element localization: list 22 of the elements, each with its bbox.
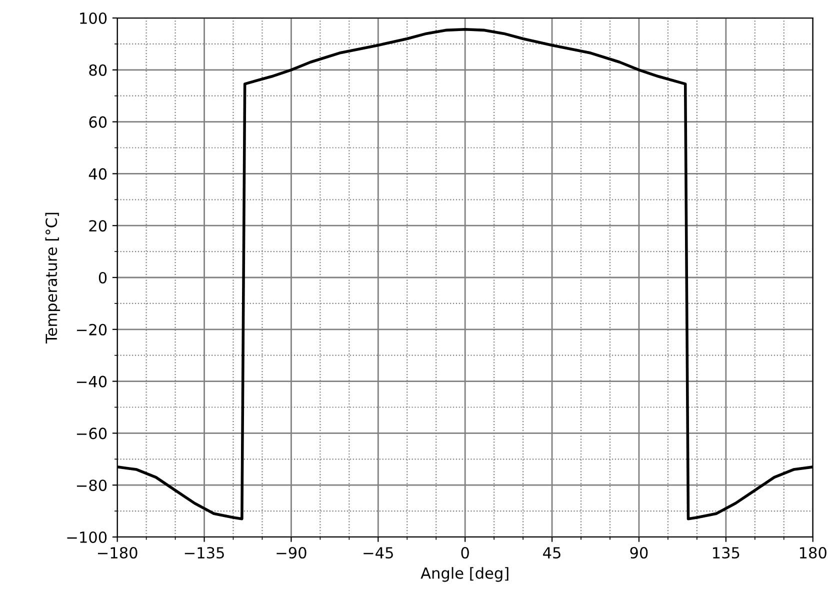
y-tick-label: 40: [88, 168, 107, 180]
y-tick-label: 80: [89, 64, 107, 76]
y-tick-label: 100: [80, 12, 107, 24]
x-tick-label: −180: [98, 546, 138, 559]
x-tick-label: 45: [543, 547, 560, 559]
x-axis-title: Angle [deg]: [420, 567, 508, 582]
y-axis-title: Temperature [°C]: [45, 212, 60, 344]
y-tick-label: 20: [89, 220, 107, 232]
y-tick-label: −80: [76, 480, 107, 492]
y-tick-label: −40: [76, 376, 107, 388]
x-tick-label: 135: [713, 546, 740, 559]
y-tick-label: −100: [67, 531, 107, 544]
x-tick-label: −45: [364, 547, 393, 559]
y-tick-label: 0: [98, 272, 107, 284]
y-tick-label: −20: [76, 324, 107, 336]
x-tick-label: 90: [630, 546, 648, 559]
x-tick-label: 180: [800, 546, 826, 559]
x-tick-label: 0: [461, 546, 469, 559]
x-tick-label: −90: [276, 546, 306, 559]
y-tick-label: −60: [76, 428, 107, 440]
y-tick-label: 60: [89, 116, 107, 128]
x-tick-label: −135: [184, 546, 224, 559]
